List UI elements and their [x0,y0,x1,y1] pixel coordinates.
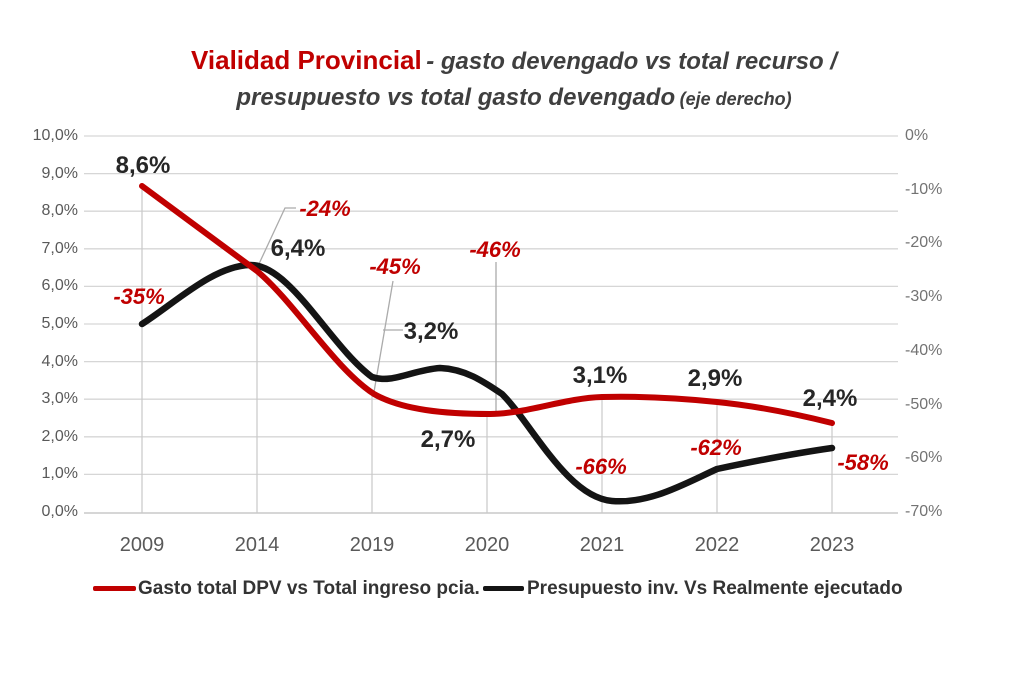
chart-title-line2-paren: (eje derecho) [679,89,792,109]
legend-line-black-icon [483,586,524,591]
gasto-data-label: 8,6% [115,152,171,179]
left-axis-tick: 4,0% [41,353,78,370]
gasto-data-label: 6,4% [270,235,326,262]
right-axis-tick: -10% [905,181,943,198]
gasto-data-label: 2,4% [802,385,858,412]
legend-line-red-icon [93,586,136,591]
right-axis-tick: -60% [905,449,943,466]
presupuesto-data-label: -62% [690,435,742,460]
horizontal-gridlines [84,135,898,476]
right-axis-tick: -30% [905,288,943,305]
right-axis-tick: -50% [905,396,943,413]
left-axis-tick: 8,0% [41,202,78,219]
chart-title: Vialidad Provincial - gasto devengado vs… [0,44,1028,117]
legend-label-presupuesto: Presupuesto inv. Vs Realmente ejecutado [527,578,903,599]
presupuesto-data-label: -66% [575,454,627,479]
presupuesto-data-label: -35% [113,284,165,309]
left-axis-tick: 2,0% [41,428,78,445]
gasto-data-label: 2,9% [687,365,743,392]
x-axis-label-2023: 2023 [809,534,855,556]
gasto-series-line [139,183,835,426]
x-axis-label-2014: 2014 [234,534,280,556]
chart-title-line2-main: presupuesto vs total gasto devengado [236,84,676,111]
x-axis-label-2020: 2020 [464,534,510,556]
x-axis-label-2009: 2009 [119,534,165,556]
gasto-data-label: 3,2% [403,318,459,345]
left-axis-tick: 5,0% [41,315,78,332]
presupuesto-data-label: -24% [299,196,351,221]
x-axis-label-2022: 2022 [694,534,740,556]
left-axis-tick: 9,0% [41,165,78,182]
presupuesto-data-label: -46% [469,237,521,262]
left-axis-tick: 7,0% [41,240,78,257]
left-axis-tick: 10,0% [32,127,78,144]
right-axis-tick: 0% [905,127,929,144]
right-axis-tick: -20% [905,234,943,251]
chart-title-line1: Vialidad Provincial - gasto devengado vs… [0,44,1028,81]
left-axis-tick: 3,0% [41,390,78,407]
left-axis-tick: 0,0% [41,503,78,520]
chart-title-subtitle: - gasto devengado vs total recurso / [426,48,837,75]
legend-label-gasto: Gasto total DPV vs Total ingreso pcia. [138,578,480,599]
chart-title-brand: Vialidad Provincial [191,45,422,75]
right-axis-tick: -70% [905,503,943,520]
x-axis-label-2021: 2021 [579,534,625,556]
left-axis-tick: 6,0% [41,277,78,294]
presupuesto-data-label: -45% [369,254,421,279]
left-axis-tick: 1,0% [41,465,78,482]
right-axis-tick: -40% [905,342,943,359]
chart-title-line2: presupuesto vs total gasto devengado (ej… [0,81,1028,117]
gasto-data-label: 3,1% [572,362,628,389]
x-axis-label-2019: 2019 [349,534,395,556]
category-drop-lines [141,188,833,513]
presupuesto-data-label: -58% [837,450,889,475]
gasto-data-label: 2,7% [420,426,476,453]
